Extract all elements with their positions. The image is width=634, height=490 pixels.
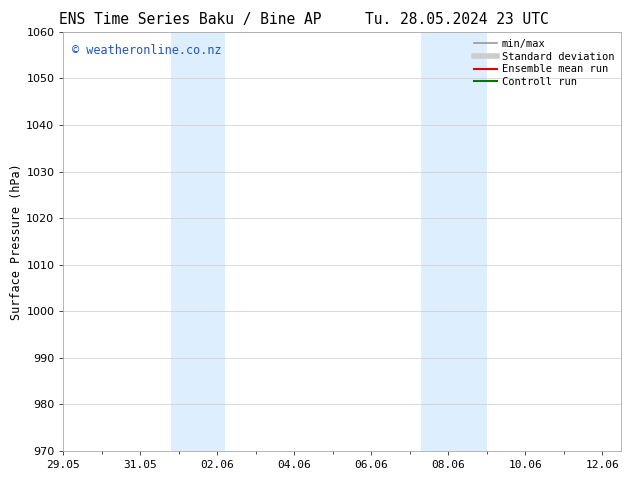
Text: Tu. 28.05.2024 23 UTC: Tu. 28.05.2024 23 UTC [365, 12, 548, 27]
Legend: min/max, Standard deviation, Ensemble mean run, Controll run: min/max, Standard deviation, Ensemble me… [472, 37, 616, 89]
Y-axis label: Surface Pressure (hPa): Surface Pressure (hPa) [11, 163, 23, 319]
Bar [171, 32, 225, 451]
Text: © weatheronline.co.nz: © weatheronline.co.nz [72, 45, 221, 57]
Bar [421, 32, 487, 451]
Text: ENS Time Series Baku / Bine AP: ENS Time Series Baku / Bine AP [59, 12, 321, 27]
